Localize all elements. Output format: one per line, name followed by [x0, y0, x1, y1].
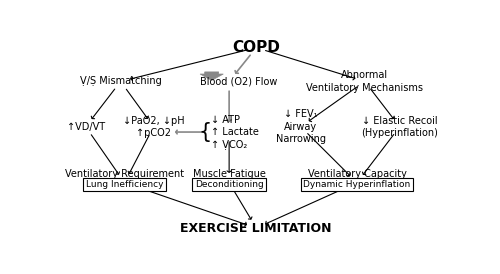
Text: Lung Inefficiency: Lung Inefficiency [86, 180, 163, 189]
Text: Blood (O2) Flow: Blood (O2) Flow [200, 76, 278, 86]
Text: Dynamic Hyperinflation: Dynamic Hyperinflation [304, 180, 410, 189]
Text: Ventilatory Capacity: Ventilatory Capacity [308, 169, 406, 179]
Text: ↓ Elastic Recoil
(Hyperinflation): ↓ Elastic Recoil (Hyperinflation) [361, 116, 438, 138]
Text: EXERCISE LIMITATION: EXERCISE LIMITATION [180, 222, 332, 235]
Polygon shape [200, 72, 224, 80]
Text: Abnormal
Ventilatory Mechanisms: Abnormal Ventilatory Mechanisms [306, 70, 423, 93]
Text: Ventilatory Requirement: Ventilatory Requirement [65, 169, 184, 179]
Text: Deconditioning: Deconditioning [195, 180, 264, 189]
Text: COPD: COPD [232, 40, 280, 55]
Text: Ṿ/Ṣ Mismatching: Ṿ/Ṣ Mismatching [80, 76, 162, 86]
Text: ↑VD/VT: ↑VD/VT [66, 122, 105, 132]
Text: Muscle Fatigue: Muscle Fatigue [192, 169, 266, 179]
Text: {: { [198, 122, 211, 142]
Text: ↓ ATP
↑ Lactate
↑ ṾCO₂: ↓ ATP ↑ Lactate ↑ ṾCO₂ [211, 115, 259, 149]
Text: ↓ FEV₁
Airway
Narrowing: ↓ FEV₁ Airway Narrowing [276, 109, 326, 144]
Text: ↓PaO2, ↓pH
↑pCO2: ↓PaO2, ↓pH ↑pCO2 [123, 116, 184, 138]
